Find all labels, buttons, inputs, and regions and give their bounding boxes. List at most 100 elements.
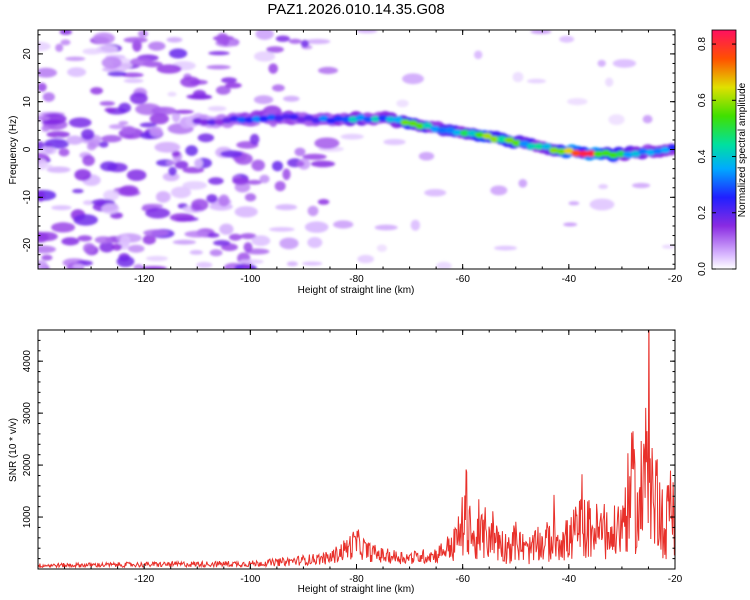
spectrogram-noise-blob: [38, 41, 51, 51]
spectrogram-ridge-core: [615, 150, 626, 158]
spectrogram-noise-blob: [72, 264, 85, 269]
spectrogram-noise-blob: [61, 237, 80, 246]
spectrogram-y-ticks: -20 -10 0 10 20: [22, 34, 675, 265]
spectrogram-noise-blob: [72, 188, 84, 194]
spectrogram-noise-blob: [94, 236, 112, 244]
spectrogram-noise-blob: [151, 106, 177, 115]
spectrogram-ridge-core: [638, 148, 649, 155]
spectrogram-noise-blob: [255, 30, 274, 40]
spectrogram-noise-blob: [612, 59, 637, 68]
spectrogram-ridge-core: [355, 114, 366, 121]
spectrogram-noise-blob: [310, 160, 336, 168]
spectrogram-noise-blob: [139, 122, 157, 128]
spectrogram-noise-blob: [103, 189, 120, 201]
spectrogram-noise-blob: [374, 224, 398, 231]
spectrogram-noise-blob: [118, 121, 129, 125]
spectrogram-noise-blob: [55, 43, 64, 52]
spectrogram-noise-blob: [239, 259, 264, 265]
y-tick-label: 20: [22, 48, 33, 60]
x-tick-label: -100: [240, 274, 260, 285]
spectrogram-ridge-core: [459, 129, 470, 137]
spectrogram-noise-blob: [229, 233, 242, 241]
spectrogram-noise-blob: [518, 179, 528, 188]
colorbar-tick-label: 0.6: [697, 93, 708, 107]
y-tick-label: 3000: [22, 402, 33, 425]
spectrogram-noise-blob: [530, 30, 552, 34]
spectrogram-noise-blob: [166, 37, 183, 43]
spectrogram-ridge-core: [370, 115, 381, 123]
spectrogram-noise-blob: [185, 145, 198, 156]
spectrogram-ridge-core: [407, 120, 418, 127]
x-tick-label: -20: [668, 574, 683, 585]
snr-y-label: SNR (10 * v/v): [8, 418, 19, 482]
spectrogram-noise-blob: [168, 166, 177, 176]
spectrogram-noise-blob: [68, 117, 92, 128]
spectrogram-ridge-core: [630, 150, 641, 157]
spectrogram-ridge-core: [199, 119, 210, 126]
spectrogram-noise-blob: [129, 92, 148, 105]
snr-y-ticks: 1000 2000 3000 4000: [22, 329, 675, 560]
spectrogram-noise-blob: [251, 159, 265, 171]
spectrogram-noise-blob: [206, 65, 231, 70]
spectrogram-noise-blob: [148, 41, 166, 51]
spectrogram-noise-blob: [269, 227, 295, 232]
spectrogram-noise-blob: [567, 98, 588, 106]
spectrogram-noise-blob: [436, 261, 452, 269]
figure-title: PAZ1.2026.010.14.35.G08: [267, 1, 444, 18]
spectrogram-noise-blob: [149, 126, 163, 138]
x-tick-label: -20: [668, 274, 683, 285]
spectrogram-noise-blob: [300, 39, 309, 48]
spectrogram-noise-blob: [42, 92, 55, 102]
spectrogram-noise-blob: [81, 129, 95, 141]
spectrogram-ridge-core: [578, 150, 589, 157]
spectrogram-noise-blob: [563, 222, 578, 227]
spectrogram-ridge-core: [422, 122, 433, 129]
spectrogram-ridge-layer: [179, 110, 675, 162]
spectrogram-noise-blob: [73, 214, 98, 226]
spectrogram-noise-blob: [340, 133, 364, 140]
spectrogram-ridge-core: [214, 118, 225, 126]
spectrogram-noise-blob: [232, 177, 249, 185]
spectrogram-noise-blob: [527, 78, 546, 84]
spectrogram-noise-blob: [283, 95, 300, 102]
x-tick-label: -120: [134, 574, 154, 585]
colorbar-gradient: [711, 29, 737, 270]
spectrogram-noise-blob: [51, 222, 76, 233]
spectrogram-ridge-core: [236, 116, 247, 124]
spectrogram-noise-blob: [642, 115, 653, 124]
y-tick-label: 1000: [22, 505, 33, 528]
spectrogram-noise-blob: [218, 194, 230, 207]
spectrogram-noise-blob: [266, 46, 284, 53]
colorbar-tick-label: 0.2: [697, 205, 708, 219]
spectrogram-noise-blob: [38, 231, 49, 243]
spectrogram-ridge-core: [437, 127, 448, 134]
spectrogram-ridge-core: [608, 152, 619, 159]
spectrogram-ridge-core: [266, 114, 277, 121]
spectrogram-noise-blob: [46, 131, 70, 138]
spectrogram-ridge-core: [288, 113, 299, 121]
spectrogram-noise-blob: [172, 110, 181, 123]
spectrogram-noise-blob: [38, 67, 57, 78]
spectrogram-noise-blob: [190, 94, 213, 100]
y-tick-label: 4000: [22, 350, 33, 373]
colorbar: 0.0 0.2 0.4 0.6 0.8 Normalized spectral ampl…: [697, 29, 748, 276]
x-tick-label: -60: [455, 574, 470, 585]
spectrogram-noise-blob: [207, 106, 227, 112]
spectrogram-ridge-core: [259, 115, 270, 123]
spectrogram-noise-blob: [244, 193, 257, 202]
spectrogram-noise-blob: [184, 230, 209, 238]
spectrogram-noise-blob: [149, 113, 169, 125]
spectrogram-ridge-core: [452, 129, 463, 136]
spectrogram-x-label: Height of straight line (km): [298, 285, 415, 296]
snr-series-line: [38, 330, 675, 569]
colorbar-label: Normalized spectral amplitude: [737, 82, 748, 217]
spectrogram-noise-blob: [661, 244, 675, 249]
spectrogram-ridge-core: [563, 147, 574, 154]
spectrogram-noise-blob: [318, 66, 338, 75]
spectrogram-noise-blob: [59, 30, 72, 35]
spectrogram-noise-blob: [101, 56, 122, 69]
spectrogram-noise-blob: [118, 102, 131, 113]
spectrogram-noise-blob: [410, 219, 421, 231]
spectrogram-noise-blob: [220, 150, 243, 158]
spectrogram-noise-blob: [275, 35, 290, 42]
